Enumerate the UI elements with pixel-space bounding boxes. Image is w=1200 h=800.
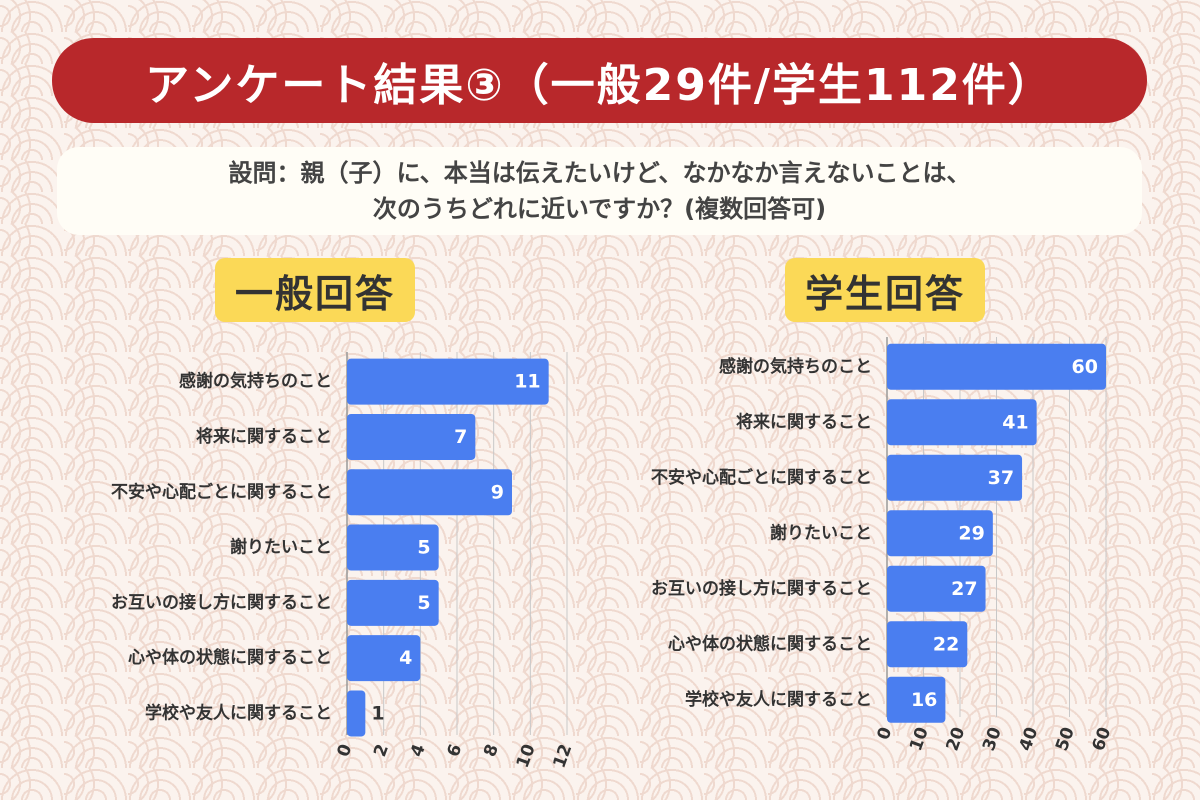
- general-bar: [347, 413, 476, 460]
- general-bar: [347, 635, 421, 682]
- general-tick-label: 4: [407, 741, 430, 759]
- student-bar: [887, 510, 993, 557]
- question-line-1: 設問：親（子）に、本当は伝えたいけど、なかなか言えないことは、: [228, 159, 971, 187]
- student-chart-title: 学生回答: [804, 271, 965, 316]
- general-bar: [347, 358, 549, 405]
- general-bar: [347, 469, 512, 516]
- general-category-label: 不安や心配ごとに関すること: [111, 481, 332, 502]
- student-bar-chart: 0 10 20 30 40 50 60 感謝の気持ちのこと 60 将来に関すること 41 不安や心配ご…: [651, 337, 1115, 754]
- general-bar: [347, 524, 439, 571]
- question-line-2: 次のうちどれに近いですか？(複数回答可): [372, 195, 827, 223]
- student-category-label: 感謝の気持ちのこと: [719, 356, 872, 377]
- general-category-label: 学校や友人に関すること: [145, 702, 332, 723]
- student-tick-label: 10: [906, 724, 933, 753]
- general-tick-label: 0: [334, 741, 357, 759]
- general-chart-title: 一般回答: [234, 271, 395, 316]
- student-value-label: 22: [933, 633, 959, 655]
- general-value-label: 5: [417, 537, 430, 559]
- student-value-label: 41: [1002, 411, 1028, 433]
- student-tick-label: 30: [979, 724, 1006, 753]
- general-tick-label: 6: [444, 742, 467, 760]
- student-tick-label: 50: [1052, 724, 1079, 753]
- student-bar: [887, 621, 968, 668]
- student-bar: [887, 399, 1037, 446]
- student-bar: [887, 343, 1106, 390]
- student-tick-label: 60: [1089, 724, 1116, 753]
- question-box: 設問：親（子）に、本当は伝えたいけど、なかなか言えないことは、 次のうちどれに近…: [57, 147, 1142, 235]
- page-title: アンケート結果③（一般29件/学生112件）: [145, 59, 1054, 111]
- general-value-label: 9: [491, 481, 504, 503]
- general-category-label: お互いの接し方に関すること: [111, 592, 332, 613]
- student-category-label: お互いの接し方に関すること: [651, 578, 872, 599]
- general-value-label: 7: [454, 426, 467, 448]
- general-value-label: 5: [417, 592, 430, 614]
- general-tick-label: 2: [370, 742, 393, 760]
- student-value-label: 37: [988, 467, 1014, 489]
- student-category-label: 謝りたいこと: [770, 522, 872, 543]
- student-panel-label: 学生回答: [785, 258, 985, 322]
- general-bar: [347, 690, 366, 737]
- student-bar: [887, 565, 986, 612]
- general-category-label: 感謝の気持ちのこと: [179, 371, 332, 392]
- student-bar: [887, 676, 946, 723]
- student-value-label: 29: [958, 522, 984, 544]
- student-category-label: 将来に関すること: [736, 411, 872, 432]
- general-panel-label: 一般回答: [215, 258, 415, 322]
- student-category-label: 心や体の状態に関すること: [668, 633, 872, 654]
- student-tick-label: 20: [943, 724, 970, 753]
- general-value-label: 11: [514, 371, 540, 393]
- general-category-label: 謝りたいこと: [230, 537, 332, 558]
- general-bar: [347, 579, 439, 626]
- student-value-label: 27: [951, 578, 977, 600]
- student-bar: [887, 454, 1023, 501]
- student-category-label: 学校や友人に関すること: [685, 689, 872, 710]
- general-tick-label: 10: [513, 741, 540, 770]
- general-tick-label: 12: [550, 742, 577, 771]
- general-tick-label: 8: [480, 742, 503, 760]
- general-value-label: 4: [399, 647, 412, 669]
- student-tick-label: 0: [874, 724, 897, 742]
- student-tick-label: 40: [1016, 724, 1043, 753]
- student-value-label: 16: [911, 689, 937, 711]
- general-value-label: 1: [371, 702, 384, 724]
- student-value-label: 60: [1072, 356, 1098, 378]
- general-category-label: 将来に関すること: [196, 426, 332, 447]
- title-banner: アンケート結果③（一般29件/学生112件）: [52, 38, 1147, 123]
- student-category-label: 不安や心配ごとに関すること: [651, 467, 872, 488]
- general-category-label: 心や体の状態に関すること: [128, 647, 332, 668]
